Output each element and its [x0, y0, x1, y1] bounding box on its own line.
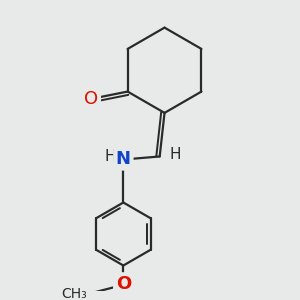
- Text: O: O: [84, 90, 98, 108]
- Text: CH₃: CH₃: [61, 286, 87, 300]
- Text: O: O: [116, 275, 131, 293]
- Text: N: N: [116, 150, 131, 168]
- Text: H: H: [169, 147, 181, 162]
- Text: H: H: [104, 149, 116, 164]
